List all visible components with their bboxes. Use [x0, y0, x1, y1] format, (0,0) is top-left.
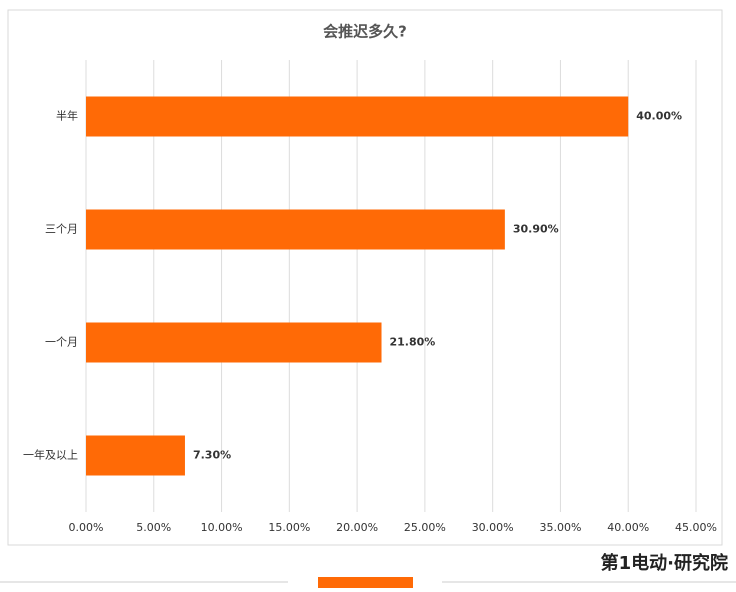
x-tick-label: 5.00% — [136, 521, 171, 534]
x-tick-label: 20.00% — [336, 521, 378, 534]
footer-bar — [318, 577, 413, 588]
x-tick-label: 15.00% — [268, 521, 310, 534]
brand: 第1电动·研究院 — [601, 552, 728, 574]
x-tick-label: 10.00% — [201, 521, 243, 534]
y-tick-label: 半年 — [56, 109, 78, 123]
chart-title: 会推迟多久? — [323, 23, 407, 41]
x-tick-label: 30.00% — [472, 521, 514, 534]
y-tick-label: 三个月 — [45, 223, 78, 236]
x-tick-label: 35.00% — [539, 521, 581, 534]
bar — [86, 322, 382, 363]
x-tick-label: 45.00% — [675, 521, 717, 534]
x-tick-label: 40.00% — [607, 521, 649, 534]
value-label: 40.00% — [636, 110, 682, 123]
bar — [86, 96, 629, 137]
x-tick-label: 25.00% — [404, 521, 446, 534]
value-label: 30.90% — [513, 223, 559, 236]
value-label: 21.80% — [390, 336, 436, 349]
bar — [86, 209, 505, 250]
x-tick-label: 0.00% — [69, 521, 104, 534]
value-label: 7.30% — [193, 449, 231, 462]
bar — [86, 435, 185, 476]
y-tick-label: 一年及以上 — [23, 448, 78, 462]
y-tick-label: 一个月 — [45, 336, 78, 349]
